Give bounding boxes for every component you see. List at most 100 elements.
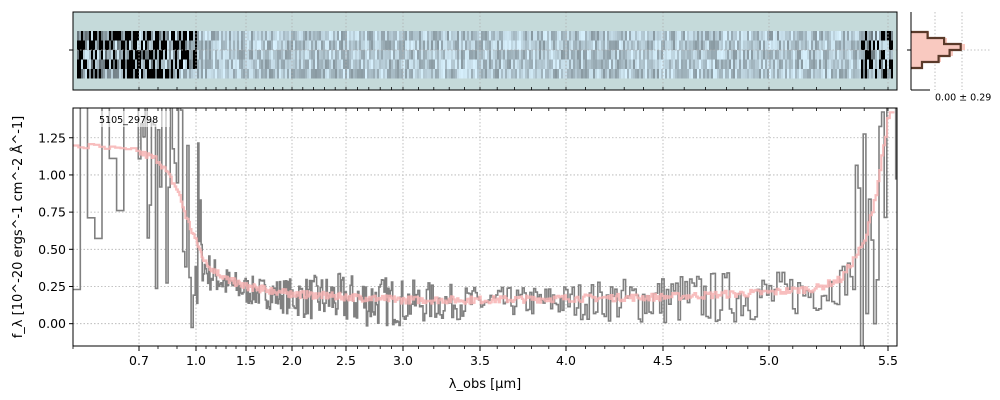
twod-pixel	[629, 50, 631, 60]
twod-pixel	[417, 59, 419, 69]
twod-pixel	[845, 59, 847, 69]
twod-pixel	[793, 59, 795, 69]
twod-pixel	[147, 69, 149, 79]
twod-pixel	[423, 40, 425, 50]
hist-bar	[911, 32, 929, 38]
twod-pixel	[713, 59, 715, 69]
twod-pixel	[327, 50, 329, 60]
twod-pixel	[235, 59, 237, 69]
twod-pixel	[787, 50, 789, 60]
twod-pixel	[451, 31, 453, 41]
twod-pixel	[305, 59, 307, 69]
twod-pixel	[411, 59, 413, 69]
twod-pixel	[875, 40, 877, 50]
twod-pixel	[729, 31, 731, 41]
data-series-steps	[73, 108, 897, 346]
twod-pixel	[337, 31, 339, 41]
twod-pixel	[273, 50, 275, 60]
twod-pixel	[781, 50, 783, 60]
twod-pixel	[131, 31, 133, 41]
twod-pixel	[663, 50, 665, 60]
twod-pixel	[403, 50, 405, 60]
twod-pixel	[737, 50, 739, 60]
twod-pixel	[353, 69, 355, 79]
twod-pixel	[869, 50, 871, 60]
twod-pixel	[189, 69, 191, 79]
twod-pixel	[877, 40, 879, 50]
twod-pixel	[505, 31, 507, 41]
twod-pixel	[549, 59, 551, 69]
twod-pixel	[709, 50, 711, 60]
twod-pixel	[721, 59, 723, 69]
twod-pixel	[175, 50, 177, 60]
twod-pixel	[863, 69, 865, 79]
twod-pixel	[627, 69, 629, 79]
x-tick-label: 4.0	[556, 353, 576, 368]
twod-pixel	[433, 40, 435, 50]
twod-pixel	[173, 50, 175, 60]
y-tick-label: 0.25	[38, 279, 66, 294]
twod-pixel	[427, 40, 429, 50]
twod-pixel	[381, 69, 383, 79]
twod-pixel	[391, 50, 393, 60]
twod-pixel	[595, 40, 597, 50]
twod-pixel	[449, 59, 451, 69]
twod-pixel	[827, 50, 829, 60]
twod-pixel	[501, 31, 503, 41]
twod-pixel	[731, 59, 733, 69]
twod-pixel	[395, 59, 397, 69]
y-tick-label: 0.75	[38, 205, 66, 220]
twod-pixel	[185, 50, 187, 60]
twod-pixel	[305, 50, 307, 60]
twod-pixel	[119, 40, 121, 50]
twod-pixel	[289, 50, 291, 60]
twod-pixel	[437, 59, 439, 69]
twod-pixel	[603, 69, 605, 79]
twod-pixel	[743, 59, 745, 69]
twod-pixel	[645, 69, 647, 79]
twod-pixel	[377, 69, 379, 79]
twod-pixel	[223, 31, 225, 41]
twod-pixel	[345, 40, 347, 50]
twod-pixel	[651, 59, 653, 69]
twod-pixel	[333, 31, 335, 41]
twod-pixel	[183, 59, 185, 69]
twod-pixel	[521, 69, 523, 79]
twod-pixel	[451, 50, 453, 60]
twod-pixel	[747, 69, 749, 79]
twod-pixel	[509, 40, 511, 50]
twod-pixel	[887, 40, 889, 50]
twod-pixel	[813, 59, 815, 69]
twod-pixel	[617, 40, 619, 50]
twod-pixel	[221, 50, 223, 60]
twod-pixel	[617, 59, 619, 69]
twod-pixel	[81, 31, 83, 41]
twod-pixel	[415, 50, 417, 60]
twod-pixel	[411, 40, 413, 50]
twod-pixel	[595, 31, 597, 41]
twod-pixel	[597, 31, 599, 41]
twod-pixel	[779, 59, 781, 69]
twod-pixel	[251, 59, 253, 69]
twod-pixel	[167, 50, 169, 60]
twod-pixel	[793, 50, 795, 60]
twod-pixel	[539, 40, 541, 50]
twod-pixel	[811, 50, 813, 60]
twod-pixel	[345, 59, 347, 69]
twod-pixel	[129, 59, 131, 69]
twod-pixel	[79, 59, 81, 69]
twod-pixel	[799, 31, 801, 41]
twod-pixel	[493, 31, 495, 41]
twod-pixel	[771, 31, 773, 41]
twod-pixel	[733, 40, 735, 50]
twod-pixel	[677, 31, 679, 41]
twod-pixel	[85, 69, 87, 79]
twod-pixel	[717, 31, 719, 41]
twod-pixel	[571, 69, 573, 79]
twod-pixel	[373, 40, 375, 50]
twod-pixel	[195, 31, 197, 41]
twod-pixel	[137, 40, 139, 50]
twod-pixel	[519, 31, 521, 41]
twod-pixel	[209, 40, 211, 50]
twod-pixel	[293, 59, 295, 69]
